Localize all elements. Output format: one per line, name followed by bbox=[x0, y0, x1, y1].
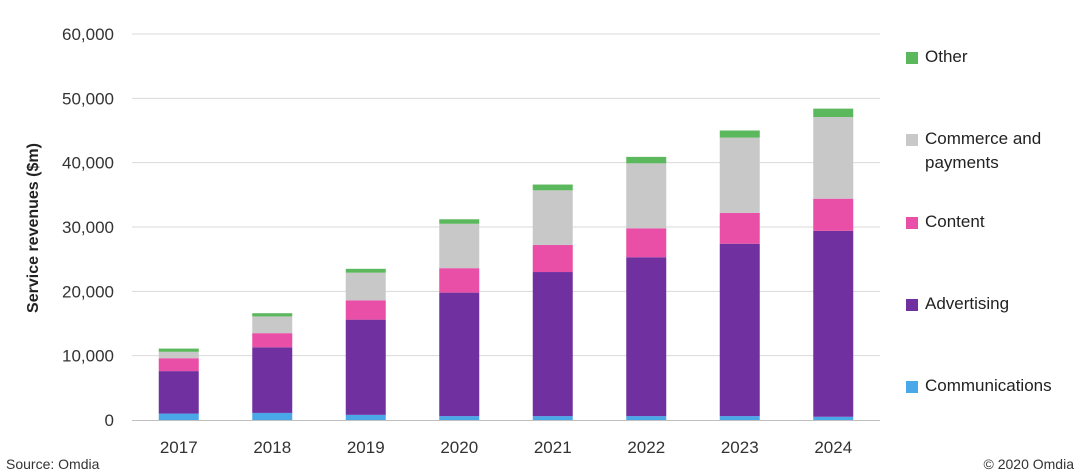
bars bbox=[158, 108, 854, 420]
bar-advertising-2021 bbox=[532, 272, 573, 417]
y-tick-label: 50,000 bbox=[62, 89, 114, 108]
bar-other-2024 bbox=[813, 108, 854, 117]
x-tick-label: 2023 bbox=[721, 438, 759, 457]
bar-content-2020 bbox=[439, 268, 480, 293]
bar-commerce-and-payments-2018 bbox=[252, 316, 293, 334]
bar-other-2021 bbox=[532, 184, 573, 191]
legend-label-content: Content bbox=[925, 212, 985, 231]
y-tick-label: 40,000 bbox=[62, 154, 114, 173]
legend-swatch-commerce bbox=[906, 134, 918, 146]
legend-item-other: Other bbox=[906, 47, 1070, 69]
bar-advertising-2020 bbox=[439, 292, 480, 417]
bar-commerce-and-payments-2023 bbox=[719, 137, 760, 213]
y-tick-label: 60,000 bbox=[62, 25, 114, 44]
x-tick-label: 2020 bbox=[440, 438, 478, 457]
bar-other-2017 bbox=[158, 348, 199, 352]
bar-advertising-2023 bbox=[719, 243, 760, 417]
legend-item-commerce: Commerce and payments bbox=[906, 129, 1070, 175]
y-tick-label: 0 bbox=[105, 411, 114, 430]
y-tick-label: 30,000 bbox=[62, 218, 114, 237]
legend-label-commerce: Commerce and payments bbox=[925, 129, 1042, 172]
x-axis-ticks: 2017 2018 2019 2020 2021 2022 2023 2024 bbox=[160, 438, 852, 457]
x-tick-label: 2019 bbox=[347, 438, 385, 457]
bar-communications-2019 bbox=[345, 414, 386, 420]
stacked-bar-chart: 0 10,000 20,000 30,000 40,000 50,000 60,000 20… bbox=[25, 25, 880, 457]
bar-other-2022 bbox=[626, 156, 667, 164]
y-axis-ticks: 0 10,000 20,000 30,000 40,000 50,000 60,000 bbox=[62, 25, 114, 430]
legend-item-communications: Communications bbox=[906, 376, 1070, 398]
legend-swatch-content bbox=[906, 217, 918, 229]
bar-other-2020 bbox=[439, 219, 480, 224]
legend-swatch-other bbox=[906, 52, 918, 64]
y-tick-label: 20,000 bbox=[62, 282, 114, 301]
bar-communications-2021 bbox=[532, 416, 573, 420]
legend-label-advertising: Advertising bbox=[925, 294, 1010, 313]
bar-other-2019 bbox=[345, 268, 386, 273]
legend: Other Commerce and payments Content Adve… bbox=[906, 0, 1076, 430]
copyright-note: © 2020 Omdia bbox=[983, 456, 1074, 472]
source-note: Source: Omdia bbox=[6, 456, 100, 472]
bar-content-2024 bbox=[813, 198, 854, 231]
x-tick-label: 2018 bbox=[253, 438, 291, 457]
bar-commerce-and-payments-2020 bbox=[439, 223, 480, 269]
bar-advertising-2017 bbox=[158, 371, 199, 414]
bar-commerce-and-payments-2022 bbox=[626, 163, 667, 229]
x-tick-label: 2017 bbox=[160, 438, 198, 457]
y-tick-label: 10,000 bbox=[62, 347, 114, 366]
gridlines bbox=[132, 33, 880, 357]
bar-content-2021 bbox=[532, 245, 573, 273]
x-tick-label: 2021 bbox=[534, 438, 572, 457]
bar-commerce-and-payments-2019 bbox=[345, 272, 386, 301]
bar-communications-2024 bbox=[813, 416, 854, 420]
bar-advertising-2019 bbox=[345, 319, 386, 415]
bar-other-2023 bbox=[719, 130, 760, 138]
bar-advertising-2022 bbox=[626, 257, 667, 417]
bar-communications-2017 bbox=[158, 413, 199, 420]
legend-item-content: Content bbox=[906, 212, 1070, 234]
legend-label-communications: Communications bbox=[925, 376, 1052, 395]
bar-advertising-2018 bbox=[252, 347, 293, 413]
bar-content-2019 bbox=[345, 300, 386, 320]
legend-swatch-advertising bbox=[906, 299, 918, 311]
bar-communications-2020 bbox=[439, 416, 480, 420]
x-tick-label: 2024 bbox=[814, 438, 852, 457]
bar-communications-2018 bbox=[252, 412, 293, 420]
bar-commerce-and-payments-2017 bbox=[158, 351, 199, 359]
bar-advertising-2024 bbox=[813, 230, 854, 417]
bar-other-2018 bbox=[252, 313, 293, 317]
x-tick-label: 2022 bbox=[627, 438, 665, 457]
legend-swatch-communications bbox=[906, 381, 918, 393]
bar-content-2023 bbox=[719, 212, 760, 244]
bar-content-2018 bbox=[252, 333, 293, 348]
legend-item-advertising: Advertising bbox=[906, 294, 1070, 316]
y-axis-title: Service revenues ($m) bbox=[25, 143, 42, 313]
bar-commerce-and-payments-2021 bbox=[532, 190, 573, 246]
bar-communications-2022 bbox=[626, 416, 667, 420]
legend-label-other: Other bbox=[925, 47, 968, 66]
bar-communications-2023 bbox=[719, 416, 760, 420]
bar-content-2022 bbox=[626, 228, 667, 258]
bar-content-2017 bbox=[158, 358, 199, 372]
bar-commerce-and-payments-2024 bbox=[813, 116, 854, 199]
